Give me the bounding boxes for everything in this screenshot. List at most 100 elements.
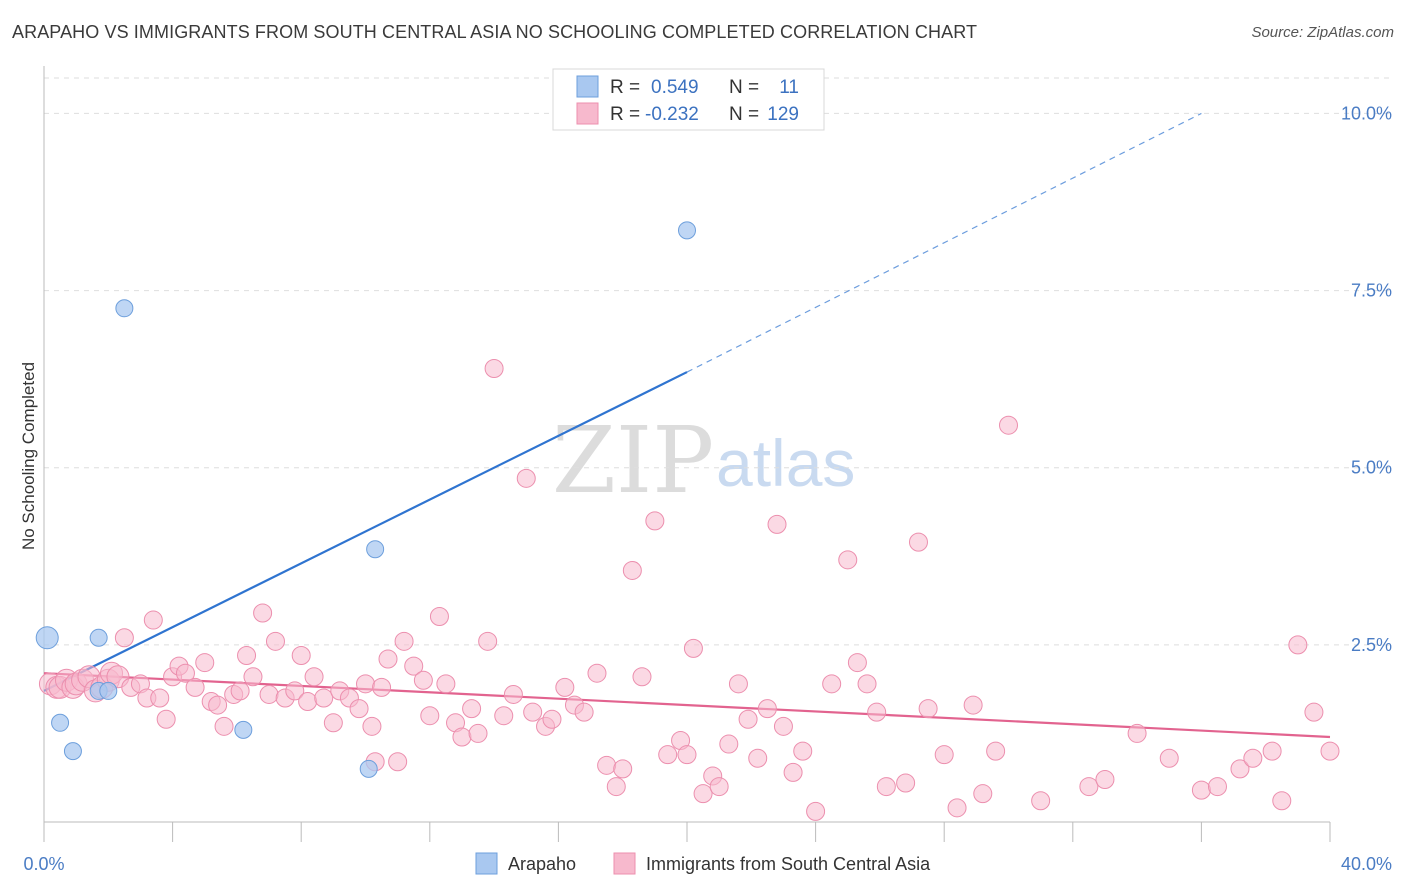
immigrants-point bbox=[986, 741, 1006, 761]
arapaho-point bbox=[51, 713, 70, 732]
immigrants-point bbox=[298, 692, 318, 712]
immigrants-point bbox=[362, 716, 382, 736]
immigrants-point bbox=[388, 752, 408, 772]
immigrants-point bbox=[175, 663, 195, 683]
arapaho-trend-line bbox=[43, 371, 688, 692]
immigrants-point bbox=[658, 745, 678, 765]
immigrants-point bbox=[478, 631, 498, 651]
immigrants-point bbox=[372, 677, 392, 697]
bottom-legend: Arapaho Immigrants from South Central As… bbox=[475, 852, 931, 875]
immigrants-point bbox=[394, 631, 414, 651]
immigrants-point bbox=[494, 706, 514, 726]
immigrants-point bbox=[1095, 769, 1115, 789]
immigrants-point bbox=[1243, 748, 1263, 768]
immigrants-point bbox=[555, 677, 575, 697]
legend-n-label: N = bbox=[729, 104, 759, 125]
immigrants-point bbox=[1207, 777, 1227, 797]
immigrants-point bbox=[1127, 723, 1147, 743]
immigrants-point bbox=[793, 741, 813, 761]
immigrants-point bbox=[963, 695, 983, 715]
immigrants-point bbox=[314, 688, 334, 708]
immigrants-point bbox=[896, 773, 916, 793]
arapaho-point bbox=[99, 681, 118, 700]
immigrants-point bbox=[999, 415, 1018, 435]
immigrants-point bbox=[632, 667, 652, 687]
immigrants-point bbox=[265, 631, 285, 651]
immigrants-point bbox=[378, 649, 398, 669]
legend: R = 0.549 N = 11 R = -0.232 N = 129 bbox=[552, 68, 825, 131]
immigrants-point bbox=[462, 699, 482, 719]
immigrants-point bbox=[806, 801, 826, 821]
immigrants-point bbox=[597, 755, 617, 775]
tick-labels: 2.5% 5.0% 7.5% 10.0% 0.0% 40.0% bbox=[23, 103, 1392, 874]
immigrants-point bbox=[214, 716, 234, 736]
immigrants-point bbox=[523, 702, 543, 722]
immigrants-point bbox=[767, 514, 787, 534]
x-tick-label: 40.0% bbox=[1341, 854, 1392, 874]
immigrants-point bbox=[908, 532, 928, 552]
legend-n-label: N = bbox=[729, 77, 759, 98]
arapaho-point bbox=[115, 299, 134, 318]
legend-swatch-arapaho bbox=[576, 75, 599, 98]
immigrants-point bbox=[404, 656, 424, 676]
immigrants-point bbox=[1304, 702, 1324, 722]
immigrants-point bbox=[857, 674, 877, 694]
immigrants-point bbox=[847, 653, 867, 673]
immigrants-point bbox=[1262, 741, 1282, 761]
immigrants-point bbox=[243, 667, 263, 687]
arapaho-point bbox=[359, 759, 378, 778]
immigrants-point bbox=[757, 699, 777, 719]
arapaho-point bbox=[35, 626, 59, 650]
bottom-legend-swatch-arapaho bbox=[475, 852, 498, 875]
immigrants-point bbox=[947, 798, 967, 818]
legend-row-arapaho: R = 0.549 N = 11 bbox=[576, 75, 799, 98]
immigrants-point bbox=[150, 688, 170, 708]
legend-r-label: R = bbox=[610, 104, 640, 125]
immigrants-point bbox=[468, 723, 488, 743]
immigrants-point bbox=[748, 748, 768, 768]
legend-r-label: R = bbox=[610, 77, 640, 98]
immigrants-point bbox=[516, 468, 536, 488]
immigrants-point bbox=[838, 550, 858, 570]
arapaho-point bbox=[63, 742, 82, 761]
arapaho-trend-extension bbox=[686, 112, 1202, 373]
grid-lines bbox=[44, 77, 1392, 646]
arapaho-point bbox=[89, 628, 108, 647]
immigrants-point bbox=[253, 603, 273, 623]
bottom-legend-label-immigrants: Immigrants from South Central Asia bbox=[646, 854, 931, 874]
immigrants-point bbox=[587, 663, 607, 683]
immigrants-point bbox=[822, 674, 842, 694]
watermark: ZIP atlas bbox=[552, 407, 855, 514]
immigrants-point bbox=[693, 784, 713, 804]
legend-r-value: -0.232 bbox=[645, 104, 699, 125]
immigrants-point bbox=[738, 709, 758, 729]
immigrants-point bbox=[1320, 741, 1340, 761]
immigrants-point bbox=[876, 777, 896, 797]
bottom-legend-label-arapaho: Arapaho bbox=[508, 854, 576, 874]
immigrants-point bbox=[356, 674, 375, 694]
y-axis-label: No Schooling Completed bbox=[19, 362, 38, 550]
immigrants-point bbox=[973, 784, 993, 804]
immigrants-point bbox=[783, 762, 803, 782]
immigrants-point bbox=[259, 684, 279, 704]
y-tick-label: 10.0% bbox=[1341, 103, 1392, 123]
arapaho-point bbox=[678, 221, 696, 240]
legend-n-value: 11 bbox=[779, 77, 799, 98]
legend-row-immigrants: R = -0.232 N = 129 bbox=[576, 102, 799, 125]
immigrants-point bbox=[728, 674, 748, 694]
immigrants-point bbox=[230, 681, 250, 701]
immigrants-point bbox=[143, 610, 163, 630]
immigrants-point bbox=[195, 653, 215, 673]
immigrants-point bbox=[645, 511, 665, 531]
immigrants-point bbox=[918, 699, 938, 719]
immigrants-point bbox=[156, 709, 176, 729]
immigrants-point bbox=[709, 777, 729, 797]
arapaho-point bbox=[234, 720, 253, 739]
immigrants-point bbox=[677, 745, 697, 765]
legend-r-value: 0.549 bbox=[651, 77, 699, 98]
y-tick-label: 5.0% bbox=[1351, 458, 1392, 478]
immigrants-point bbox=[1031, 791, 1051, 811]
immigrants-point bbox=[1272, 791, 1292, 811]
immigrants-point bbox=[503, 684, 523, 704]
